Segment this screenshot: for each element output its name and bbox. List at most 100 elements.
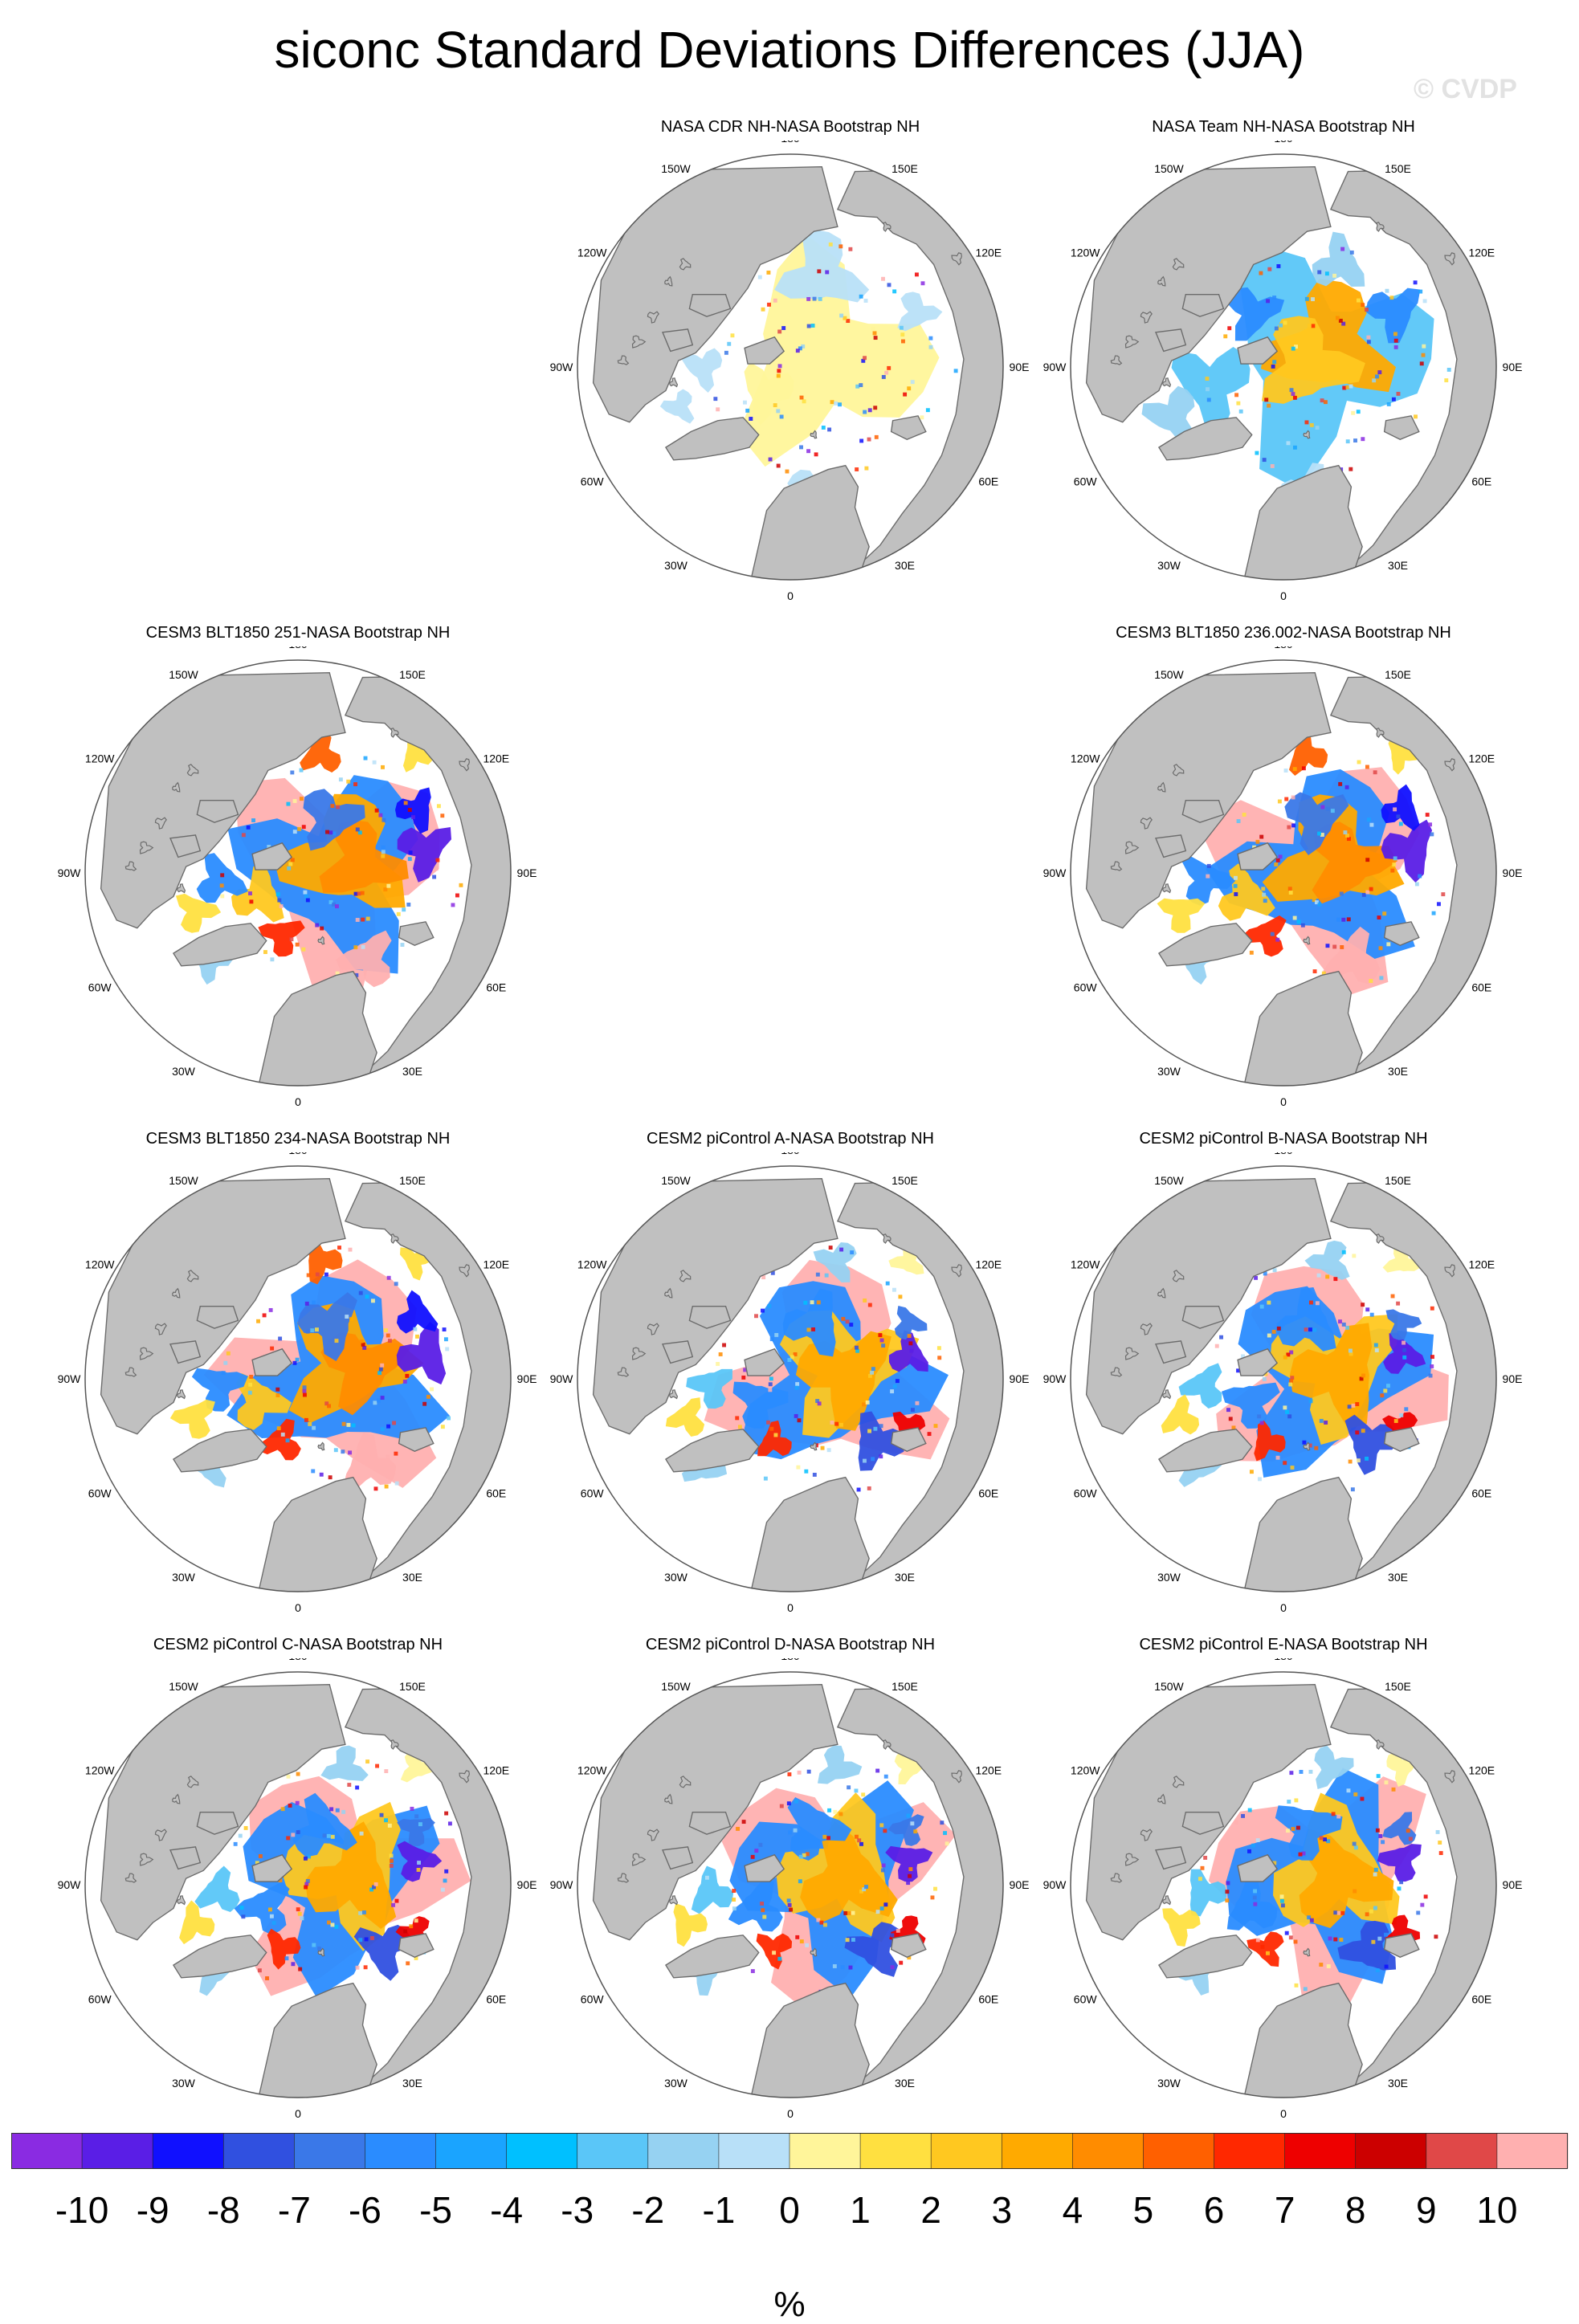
- ice-cell: [1312, 1327, 1317, 1332]
- ice-cell: [769, 1376, 773, 1381]
- ice-cell: [384, 1769, 389, 1774]
- ice-cell: [363, 756, 368, 760]
- ice-cell: [1431, 911, 1436, 915]
- ice-cell: [1205, 377, 1210, 381]
- ice-cell: [1348, 467, 1353, 471]
- ice-cell: [840, 1965, 845, 1970]
- ice-cell: [913, 1829, 918, 1834]
- ice-cell: [1341, 1322, 1346, 1327]
- ice-cell: [1253, 1902, 1258, 1906]
- ice-cell: [1203, 1855, 1208, 1860]
- ice-cell: [881, 276, 885, 281]
- ice-cell: [1408, 1837, 1413, 1841]
- ice-cell: [312, 1425, 316, 1430]
- ice-cell: [1292, 395, 1297, 400]
- ice-cell: [1279, 323, 1283, 328]
- longitude-label: 30W: [1157, 1571, 1181, 1584]
- ice-cell: [303, 890, 308, 895]
- ice-field: [1299, 1829, 1394, 1928]
- longitude-label: 120E: [1468, 247, 1495, 259]
- ice-cell: [1294, 1798, 1299, 1803]
- colorbar-tick-label: 10: [1476, 2189, 1517, 2231]
- landmass: [1181, 294, 1225, 317]
- longitude-label: 30E: [402, 1571, 422, 1584]
- ice-cell: [801, 344, 806, 349]
- ice-field: [1284, 792, 1349, 856]
- panel-title: CESM2 piControl B-NASA Bootstrap NH: [1139, 1130, 1428, 1148]
- ice-cell: [834, 1421, 839, 1426]
- ice-field: [1189, 1869, 1227, 1917]
- ice-cell: [295, 942, 300, 947]
- ice-cell: [871, 1367, 875, 1372]
- ice-cell: [1379, 976, 1384, 981]
- ice-cell: [899, 1960, 904, 1965]
- ice-field: [396, 1321, 447, 1385]
- longitude-label: 150W: [661, 1680, 691, 1693]
- ice-cell: [873, 1426, 878, 1431]
- ice-field: [292, 1792, 357, 1857]
- ice-cell: [455, 893, 459, 898]
- ice-cell: [430, 1387, 435, 1392]
- landmass: [1157, 417, 1253, 461]
- ice-cell: [1339, 1938, 1344, 1942]
- ice-cell: [892, 289, 897, 294]
- ice-cell: [1260, 1944, 1265, 1949]
- polar-map: 180 150E 120E 90E 60E 30E 0 30W 60W 90W 120W 150W: [550, 1658, 1030, 2120]
- map-boundary: [84, 659, 512, 1087]
- longitude-label: 120W: [1071, 752, 1100, 765]
- island: [1124, 335, 1140, 349]
- ice-cell: [389, 1863, 394, 1868]
- ice-cell: [291, 1962, 296, 1967]
- ice-cell: [238, 1833, 243, 1838]
- ice-cell: [440, 1425, 445, 1429]
- colorbar-swatch: [435, 2133, 508, 2168]
- ice-cell: [365, 1295, 369, 1299]
- longitude-label: 30E: [1388, 1065, 1408, 1078]
- ice-cell: [1274, 326, 1279, 331]
- ice-cell: [1272, 360, 1277, 365]
- ice-cell: [357, 891, 361, 896]
- ice-cell: [361, 917, 365, 922]
- landmass: [169, 834, 202, 858]
- ice-cell: [769, 1337, 774, 1342]
- ice-cell: [1252, 1895, 1257, 1900]
- ice-cell: [1340, 1910, 1345, 1915]
- ice-cell: [810, 324, 815, 328]
- landmass: [169, 1340, 202, 1364]
- colorbar-swatch: [11, 2133, 83, 2168]
- ice-cell: [332, 831, 337, 836]
- ice-field: [1246, 1931, 1284, 1967]
- ice-cell: [1287, 1800, 1291, 1804]
- ice-cell: [1414, 414, 1418, 419]
- ice-cell: [806, 1769, 811, 1774]
- landmass: [1383, 921, 1420, 947]
- ice-cell: [1434, 1935, 1438, 1939]
- ice-cell: [1287, 887, 1292, 891]
- ice-cell: [1278, 854, 1283, 859]
- ice-cell: [705, 1875, 709, 1880]
- ice-field: [887, 1814, 924, 1846]
- ice-cell: [881, 1863, 886, 1868]
- ice-field: [757, 1420, 792, 1457]
- island: [664, 275, 673, 287]
- longitude-label: 150W: [1154, 1680, 1184, 1693]
- ice-cell: [1420, 1902, 1425, 1907]
- ice-cell: [760, 1308, 765, 1313]
- ice-cell: [1261, 887, 1266, 891]
- ice-field: [175, 893, 222, 933]
- island: [390, 1233, 399, 1244]
- ice-cell: [1348, 1348, 1353, 1353]
- ice-cell: [754, 1314, 758, 1319]
- ice-cell: [910, 1408, 915, 1413]
- ice-cell: [817, 1401, 822, 1406]
- longitude-label: 60W: [581, 1993, 605, 2006]
- ice-cell: [1423, 1894, 1428, 1899]
- ice-cell: [812, 1472, 817, 1477]
- ice-cell: [806, 1327, 811, 1332]
- ice-cell: [763, 1476, 768, 1481]
- ice-cell: [871, 1457, 875, 1462]
- ice-cell: [249, 899, 254, 904]
- ice-field: [235, 1373, 292, 1430]
- panel-title: NASA CDR NH-NASA Bootstrap NH: [660, 118, 920, 136]
- ice-cell: [1340, 945, 1344, 949]
